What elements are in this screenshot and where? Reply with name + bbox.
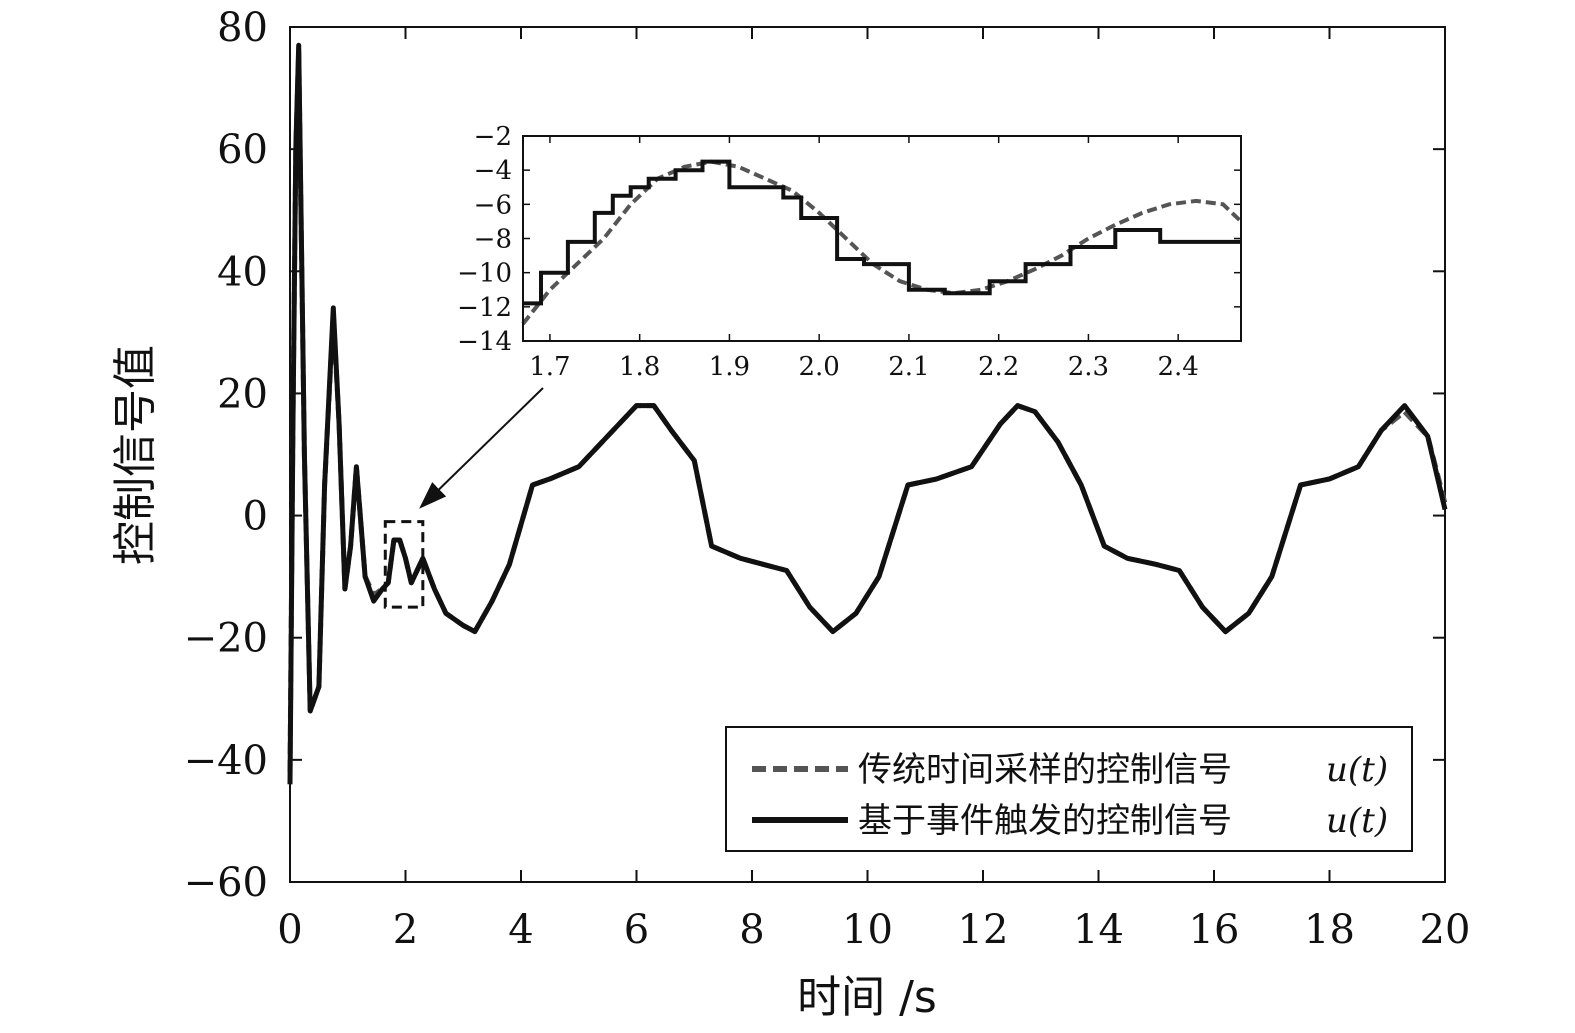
x-tick-label: 12: [958, 907, 1009, 953]
x-tick-label: 2: [393, 907, 418, 953]
y-tick-label: −60: [184, 860, 268, 906]
legend-math-dashed: u(t): [1326, 750, 1388, 790]
inset-ticks: 1.7 1.8 1.9 2.0 2.1 2.2 2.3 2.4 −14 −12 −10 −8 −6 −4 −…: [457, 122, 1241, 382]
inset-series-group: [521, 159, 1243, 326]
inset-y-tick-label: −2: [474, 122, 512, 152]
x-tick-label: 0: [277, 907, 302, 953]
inset-y-tick-label: −4: [474, 156, 512, 186]
inset-x-tick-label: 1.9: [709, 352, 750, 382]
inset-y-tick-label: −12: [457, 293, 512, 323]
inset-y-tick-label: −10: [457, 259, 512, 289]
inset-x-tick-label: 2.2: [978, 352, 1019, 382]
inset-y-tick-label: −8: [474, 225, 512, 255]
main-series-group: [287, 42, 1448, 785]
inset-series-line-event-triggered: [523, 159, 1241, 306]
series-line-event-triggered: [287, 42, 1448, 785]
x-tick-label: 8: [739, 907, 764, 953]
x-axis-title: 时间 /s: [797, 972, 937, 1023]
x-tick-label: 6: [624, 907, 649, 953]
y-tick-label: −20: [184, 616, 268, 662]
inset-x-tick-label: 1.7: [529, 352, 570, 382]
legend-label-solid: 基于事件触发的控制信号: [858, 801, 1232, 841]
legend: 传统时间采样的控制信号 u(t) 基于事件触发的控制信号 u(t): [725, 726, 1413, 852]
main-ticks: 0 2 4 6 8 10 12 14 16 18 20 −60 −40 −20 0 20 40 60 80: [184, 5, 1471, 953]
legend-label-dashed: 传统时间采样的控制信号: [858, 750, 1232, 790]
inset-y-tick-label: −6: [474, 190, 512, 220]
y-tick-label: −40: [184, 738, 268, 784]
x-tick-label: 18: [1304, 907, 1355, 953]
zoom-arrow: [419, 387, 544, 509]
inset-x-tick-label: 2.1: [888, 352, 929, 382]
x-tick-label: 16: [1189, 907, 1240, 953]
x-tick-label: 20: [1420, 907, 1471, 953]
zoom-region-box: [383, 520, 425, 609]
legend-math-solid: u(t): [1326, 801, 1388, 841]
inset-x-tick-label: 1.8: [619, 352, 660, 382]
inset-series-line-time-sampled: [521, 159, 1243, 326]
y-tick-label: 0: [243, 494, 268, 540]
inset-x-tick-label: 2.3: [1068, 352, 1109, 382]
x-tick-label: 10: [842, 907, 893, 953]
y-tick-label: 60: [217, 127, 268, 173]
inset-x-tick-label: 2.4: [1157, 352, 1198, 382]
y-axis-title: 控制信号值: [110, 345, 161, 565]
y-tick-label: 40: [217, 249, 268, 295]
inset-y-tick-label: −14: [457, 327, 512, 357]
y-tick-label: 80: [217, 5, 268, 51]
x-tick-label: 14: [1073, 907, 1124, 953]
inset-x-tick-label: 2.0: [798, 352, 839, 382]
inset-plot-background: [523, 136, 1241, 341]
x-tick-label: 4: [508, 907, 533, 953]
y-tick-label: 20: [217, 371, 268, 417]
legend-box: [725, 726, 1413, 852]
